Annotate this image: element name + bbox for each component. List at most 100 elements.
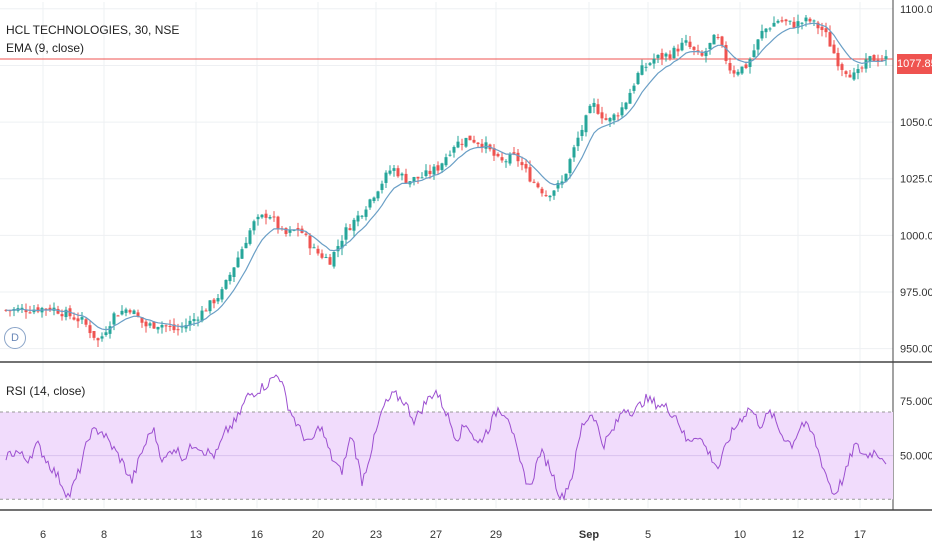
- candle-body: [172, 324, 176, 331]
- candle-body: [368, 199, 372, 208]
- candle-body: [384, 172, 388, 183]
- candle-body: [808, 18, 812, 22]
- candle-body: [120, 310, 124, 315]
- candle-body: [352, 219, 356, 231]
- candle-body: [832, 44, 836, 54]
- candle-body: [584, 115, 588, 133]
- candle-body: [704, 51, 708, 57]
- candle-body: [660, 52, 664, 59]
- ema-legend: EMA (9, close): [6, 41, 84, 55]
- x-tick-label: 20: [312, 529, 324, 541]
- candle-body: [544, 195, 548, 197]
- candle-body: [564, 173, 568, 182]
- candle-body: [164, 325, 168, 327]
- candle-body: [760, 30, 764, 39]
- candle-body: [632, 85, 636, 91]
- d-badge[interactable]: D: [4, 327, 26, 349]
- candle-body: [144, 321, 148, 327]
- candle-body: [608, 118, 612, 122]
- candle-body: [512, 152, 516, 154]
- candle-body: [248, 230, 252, 244]
- candle-body: [88, 325, 92, 334]
- candle-body: [96, 338, 100, 341]
- candle-body: [500, 157, 504, 161]
- rsi-label: RSI (14, close): [6, 384, 86, 398]
- candle-body: [232, 267, 236, 278]
- candle-body: [116, 315, 120, 317]
- candle-body: [188, 320, 192, 326]
- candle-body: [572, 147, 576, 158]
- candle-body: [356, 215, 360, 222]
- candle-body: [32, 309, 36, 313]
- candle-body: [748, 59, 752, 67]
- candle-body: [816, 22, 820, 29]
- candle-body: [788, 20, 792, 22]
- candle-body: [376, 191, 380, 199]
- candle-body: [472, 139, 476, 143]
- candle-body: [304, 233, 308, 235]
- candle-body: [724, 45, 728, 61]
- candle-body: [452, 146, 456, 153]
- candle-body: [324, 257, 328, 259]
- candle-body: [24, 309, 28, 313]
- candle-body: [768, 28, 772, 30]
- candle-body: [256, 216, 260, 220]
- candle-body: [592, 102, 596, 107]
- candle-body: [176, 329, 180, 331]
- candle-body: [568, 159, 572, 174]
- candle-body: [84, 319, 88, 325]
- candle-body: [288, 229, 292, 233]
- candle-body: [92, 330, 96, 338]
- candle-body: [416, 176, 420, 179]
- candle-body: [392, 168, 396, 171]
- candle-body: [140, 317, 144, 323]
- candle-body: [556, 182, 560, 189]
- candle-body: [332, 251, 336, 267]
- candle-body: [508, 154, 512, 164]
- candle-body: [220, 289, 224, 300]
- candle-body: [484, 142, 488, 149]
- candle-body: [532, 181, 536, 183]
- candle-body: [80, 317, 84, 320]
- candle-body: [380, 183, 384, 190]
- candle-body: [348, 228, 352, 231]
- x-tick-label: 13: [190, 529, 202, 541]
- rsi-legend: RSI (14, close): [6, 384, 85, 398]
- candle-body: [156, 326, 160, 330]
- candle-body: [880, 60, 884, 62]
- candle-body: [404, 173, 408, 184]
- candle-body: [388, 170, 392, 174]
- candle-body: [468, 135, 472, 141]
- candle-body: [520, 162, 524, 166]
- candle-body: [340, 240, 344, 249]
- x-tick-label: Sep: [579, 529, 599, 541]
- candle-body: [112, 313, 116, 325]
- candle-body: [64, 309, 68, 318]
- candle-body: [820, 26, 824, 31]
- candle-body: [292, 229, 296, 231]
- candle-body: [128, 310, 132, 313]
- candle-body: [700, 53, 704, 56]
- price-tick-label: 950.00: [900, 344, 932, 356]
- candle-body: [316, 248, 320, 254]
- candle-body: [108, 326, 112, 334]
- candle-body: [600, 112, 604, 119]
- candle-body: [44, 308, 48, 310]
- candle-body: [204, 310, 208, 312]
- candle-body: [436, 165, 440, 171]
- candle-body: [744, 64, 748, 68]
- candle-body: [272, 216, 276, 218]
- candle-body: [456, 141, 460, 148]
- candle-body: [152, 321, 156, 329]
- candle-body: [776, 20, 780, 23]
- candle-body: [496, 153, 500, 157]
- candle-body: [336, 246, 340, 252]
- candle-body: [656, 54, 660, 59]
- candle-body: [424, 170, 428, 177]
- candle-body: [184, 325, 188, 329]
- candle-body: [428, 170, 432, 175]
- candle-body: [228, 274, 232, 282]
- candle-body: [524, 163, 528, 169]
- rsi-tick-label: 75.0000: [900, 396, 932, 408]
